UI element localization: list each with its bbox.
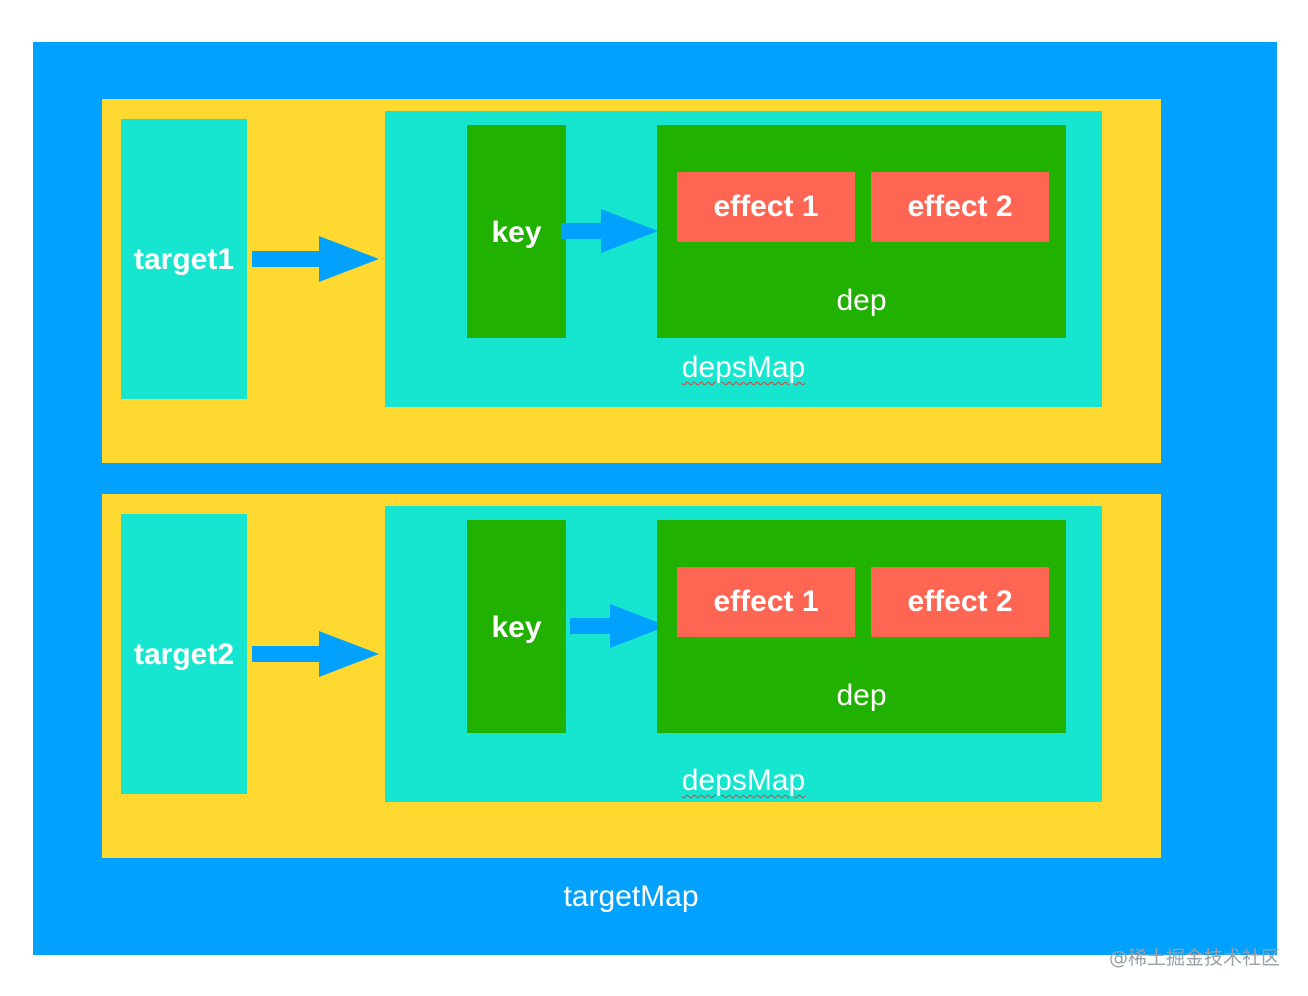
target-box-1 [121, 119, 247, 399]
key-box-1 [467, 125, 566, 338]
deps-map-label-2: depsMap [681, 764, 806, 797]
effect-label-1-2: effect 2 [907, 190, 1013, 223]
target-label-2: target2 [133, 638, 235, 671]
dep-label-1: dep [836, 284, 887, 317]
effect-box-1-1: effect 1 [677, 172, 855, 242]
watermark-text: @稀土掘金技术社区 [1108, 947, 1280, 969]
dep-label-2: dep [836, 679, 887, 712]
effect-label-1-1: effect 1 [713, 190, 819, 223]
effect-label-2-2: effect 2 [907, 585, 1013, 618]
effect-box-1-2: effect 2 [871, 172, 1049, 242]
deps-map-label-1: depsMap [681, 351, 806, 384]
target-map-label: targetMap [563, 880, 699, 913]
effect-box-2-1: effect 1 [677, 567, 855, 637]
arrow-key-to-dep-1-icon [561, 209, 658, 253]
arrow-key-to-dep-2-icon [570, 604, 667, 648]
target-box-2 [121, 514, 247, 794]
key-box-2 [467, 520, 566, 733]
key-label-2: key [491, 611, 542, 644]
effect-box-2-2: effect 2 [871, 567, 1049, 637]
key-label-1: key [491, 216, 542, 249]
target-label-1: target1 [133, 243, 235, 276]
arrow-target-to-depsmap-2-icon [252, 631, 379, 677]
effect-label-2-1: effect 1 [713, 585, 819, 618]
arrow-target-to-depsmap-1-icon [252, 236, 379, 282]
